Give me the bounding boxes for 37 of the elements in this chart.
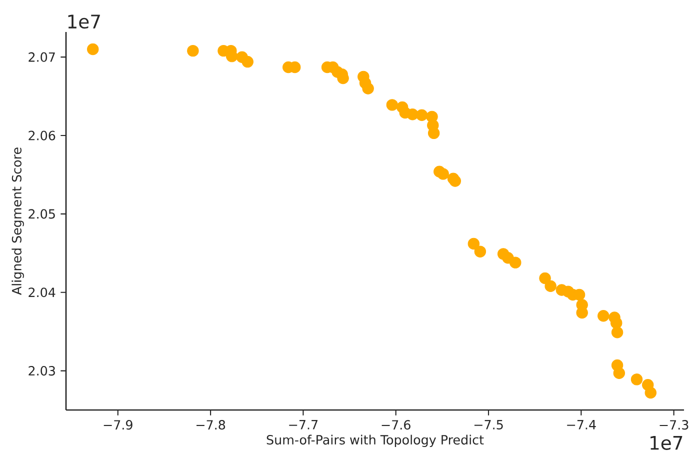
x-tick-label: −7.6 bbox=[382, 420, 410, 430]
y-tick-label: 2.03 bbox=[28, 366, 55, 376]
x-tick-label: −7.4 bbox=[567, 420, 596, 430]
point bbox=[428, 127, 440, 140]
y-tick-label: 2.04 bbox=[28, 288, 56, 298]
x-tick-label: −7.3 bbox=[660, 420, 688, 430]
point bbox=[87, 43, 99, 56]
point bbox=[468, 238, 480, 250]
y-tick-label: 2.06 bbox=[28, 130, 56, 140]
point bbox=[242, 56, 254, 68]
point bbox=[449, 175, 462, 187]
text: 1e7 bbox=[650, 436, 682, 450]
point bbox=[539, 272, 551, 284]
point bbox=[437, 168, 449, 180]
point bbox=[187, 44, 199, 57]
text: 1e7 bbox=[68, 14, 100, 29]
y-tick-label: 2.07 bbox=[28, 52, 55, 62]
point bbox=[386, 99, 398, 111]
point bbox=[510, 256, 522, 268]
x-axis-title: Sum-of-Pairs with Topology Predict bbox=[266, 434, 484, 448]
y-tick-label: 2.05 bbox=[28, 209, 55, 219]
x-tick-label: −7.5 bbox=[474, 420, 503, 430]
point bbox=[644, 386, 657, 399]
point bbox=[362, 82, 374, 94]
x-tick-label: −7.9 bbox=[104, 420, 132, 430]
x-tick-label: −7.8 bbox=[196, 420, 226, 430]
point bbox=[544, 280, 556, 292]
point bbox=[611, 326, 624, 338]
point bbox=[416, 109, 428, 121]
point bbox=[630, 374, 643, 386]
point bbox=[474, 246, 486, 258]
point bbox=[406, 108, 418, 120]
x-tick-label: −7.7 bbox=[289, 420, 318, 430]
point bbox=[610, 317, 622, 329]
y-axis-title: Aligned Segment Score bbox=[12, 148, 24, 295]
point bbox=[613, 367, 626, 380]
point bbox=[598, 310, 610, 322]
